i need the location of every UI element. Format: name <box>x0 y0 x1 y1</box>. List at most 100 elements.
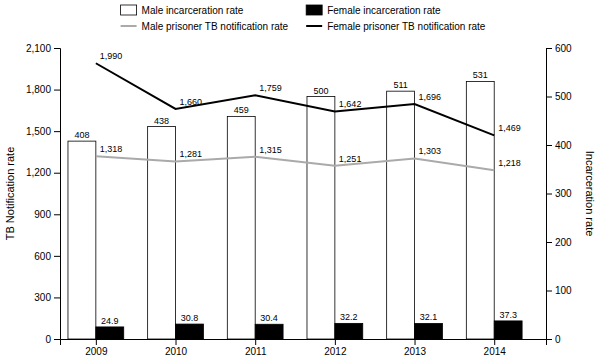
x-tick-label: 2014 <box>484 346 507 357</box>
y-tick-label: 600 <box>34 251 51 262</box>
y-tick: 1,200 <box>26 167 60 178</box>
y2-axis: 0100200300400500600 <box>546 43 572 345</box>
y-tick-label: 1,500 <box>26 126 51 137</box>
y2-tick: 400 <box>546 140 572 151</box>
bar-label: 438 <box>154 116 169 126</box>
bar-label: 37.3 <box>499 310 517 320</box>
line-label: 1,759 <box>259 83 282 93</box>
bar-label: 408 <box>74 130 89 140</box>
x-tick-label: 2011 <box>245 346 267 357</box>
line-label: 1,281 <box>180 149 203 159</box>
y2-tick-mark <box>546 291 552 292</box>
bar-label: 24.9 <box>101 316 119 326</box>
bar-label: 32.2 <box>340 312 358 322</box>
bar <box>307 97 335 340</box>
x-axis: 2009 2010 2011 2012 2013 2014 <box>61 339 547 357</box>
bar-label: 30.8 <box>181 313 199 323</box>
legend-swatch <box>306 5 322 15</box>
line <box>96 156 494 170</box>
y-axis-title: TB Notification rate <box>4 147 16 241</box>
legend-item: Female incarceration rate <box>306 5 441 16</box>
bar <box>387 91 415 339</box>
bar <box>68 141 96 339</box>
y-tick: 2,100 <box>26 43 60 54</box>
x-tick: 2011 <box>245 339 267 357</box>
y2-tick: 500 <box>546 91 572 102</box>
x-tick-label: 2010 <box>165 346 188 357</box>
line-label: 1,318 <box>100 144 123 154</box>
y2-tick-label: 0 <box>555 334 561 345</box>
y2-tick-mark <box>546 194 552 195</box>
bar <box>227 116 255 339</box>
y2-tick-label: 300 <box>555 188 572 199</box>
legend-item: Female prisoner TB notification rate <box>306 21 486 32</box>
bar-series <box>96 321 522 339</box>
y2-tick-label: 400 <box>555 140 572 151</box>
y-tick: 1,800 <box>26 84 60 95</box>
line <box>96 63 494 135</box>
x-tick-label: 2009 <box>85 346 108 357</box>
bar <box>255 324 283 339</box>
legend-label: Female prisoner TB notification rate <box>327 21 486 32</box>
bar-label: 511 <box>393 80 407 90</box>
bar <box>415 323 443 339</box>
bar <box>335 323 363 339</box>
line-label: 1,660 <box>180 97 203 107</box>
y2-tick: 200 <box>546 237 572 248</box>
y2-tick: 300 <box>546 188 572 199</box>
y-tick-label: 300 <box>34 292 51 303</box>
bar-label: 500 <box>313 86 328 96</box>
line-label: 1,696 <box>419 92 442 102</box>
bar <box>148 127 176 339</box>
line-label: 1,315 <box>259 145 282 155</box>
y2-tick-label: 500 <box>555 91 572 102</box>
y-tick: 600 <box>34 251 60 262</box>
y2-axis-line <box>547 49 553 340</box>
bar <box>466 81 494 339</box>
x-tick-label: 2012 <box>324 346 347 357</box>
x-tick-mark <box>415 339 416 345</box>
y-tick: 300 <box>34 292 60 303</box>
legend-swatch <box>121 25 137 27</box>
x-tick: 2010 <box>165 339 188 357</box>
y-tick-label: 0 <box>45 334 51 345</box>
y2-tick-mark <box>546 48 552 49</box>
x-tick: 2013 <box>404 339 427 357</box>
bar-label: 32.1 <box>420 312 438 322</box>
bar-series <box>68 81 494 339</box>
bar-label: 531 <box>473 70 488 80</box>
legend-item: Male prisoner TB notification rate <box>121 21 289 32</box>
x-tick: 2009 <box>85 339 108 357</box>
bar-label: 459 <box>234 105 249 115</box>
y-tick-label: 1,200 <box>26 167 51 178</box>
x-tick-label: 2013 <box>404 346 427 357</box>
legend: Male incarceration rate Female incarcerat… <box>121 5 486 32</box>
x-tick-mark <box>494 339 495 345</box>
y-tick-mark <box>54 214 60 215</box>
y2-axis-title: Incarceration rate <box>584 151 596 237</box>
x-tick: 2012 <box>324 339 347 357</box>
y-axis-line <box>54 49 61 340</box>
x-axis-line <box>61 340 547 346</box>
legend-item: Male incarceration rate <box>121 5 244 16</box>
plot: 20092010201120122013201403006009001,2001… <box>4 43 596 357</box>
y-tick-mark <box>54 173 60 174</box>
y-tick: 1,500 <box>26 126 60 137</box>
legend-label: Male incarceration rate <box>142 5 244 16</box>
y-tick-label: 1,800 <box>26 84 51 95</box>
y-tick-mark <box>54 339 60 340</box>
line-label: 1,218 <box>498 158 521 168</box>
bar-label: 30.4 <box>260 313 278 323</box>
bar <box>494 321 522 339</box>
y2-tick-label: 100 <box>555 285 572 296</box>
line-label: 1,303 <box>419 146 442 156</box>
x-tick-mark <box>335 339 336 345</box>
bar <box>96 327 124 339</box>
x-tick: 2014 <box>484 339 507 357</box>
y-tick: 0 <box>45 334 60 345</box>
y-axis: 03006009001,2001,5001,8002,100 <box>26 43 61 345</box>
legend-label: Male prisoner TB notification rate <box>142 21 289 32</box>
legend-swatch <box>306 25 322 27</box>
y-tick-mark <box>54 48 60 49</box>
bar <box>176 324 204 339</box>
